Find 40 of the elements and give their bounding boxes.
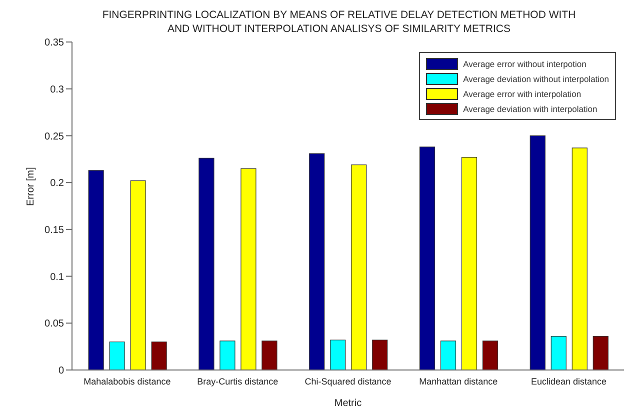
- x-tick-label: Mahalabobis distance: [84, 376, 171, 386]
- y-tick-label: 0.2: [50, 178, 64, 190]
- x-tick-label: Manhattan distance: [419, 376, 498, 386]
- bar: [151, 342, 167, 370]
- bar: [330, 340, 346, 370]
- bar: [351, 164, 367, 370]
- legend-label: Average deviation without interpolation: [463, 74, 609, 84]
- bar: [372, 340, 388, 370]
- bar: [461, 156, 478, 370]
- legend-label: Average error with interpolation: [463, 88, 582, 98]
- x-tick-label: Chi-Squared distance: [304, 376, 392, 386]
- bar: [440, 340, 456, 370]
- x-axis-title: Metric: [334, 398, 362, 409]
- bar: [482, 340, 498, 370]
- y-tick-label: 0.05: [44, 318, 64, 330]
- bar: [240, 168, 256, 370]
- bar: [262, 340, 278, 370]
- bar: [572, 148, 588, 370]
- chart-title: FINGERPRINTING LOCALIZATION BY MEANS OF RELATIVE DELAY DETECTION METHOD WITH AND WITHOUT INTERPOLATION ANALISYS OF SIMILARITY METRICS: [101, 8, 577, 36]
- legend-label: Average deviation with interpolation: [463, 104, 598, 114]
- bar: [550, 336, 566, 370]
- y-tick-label: 0.1: [50, 272, 64, 283]
- y-tick-label: 0.35: [44, 38, 64, 49]
- bar: [592, 336, 608, 370]
- bar: [109, 342, 125, 370]
- x-tick-label: Bray-Curtis distance: [197, 376, 278, 386]
- bar: [530, 135, 546, 370]
- bar: [220, 340, 236, 370]
- bar: [130, 180, 146, 370]
- y-tick-label: 0.25: [44, 131, 64, 142]
- y-tick-label: 0: [58, 366, 64, 377]
- legend-label: Average error without interpotion: [463, 58, 586, 68]
- bar: [419, 146, 436, 370]
- bar: [309, 153, 325, 370]
- x-tick-label: Euclidean distance: [531, 376, 607, 386]
- bar: [198, 158, 214, 370]
- y-tick-label: 0.15: [44, 224, 64, 236]
- y-tick-label: 0.3: [50, 84, 64, 96]
- y-axis-title: Error [m]: [26, 166, 37, 206]
- bar: [88, 170, 104, 370]
